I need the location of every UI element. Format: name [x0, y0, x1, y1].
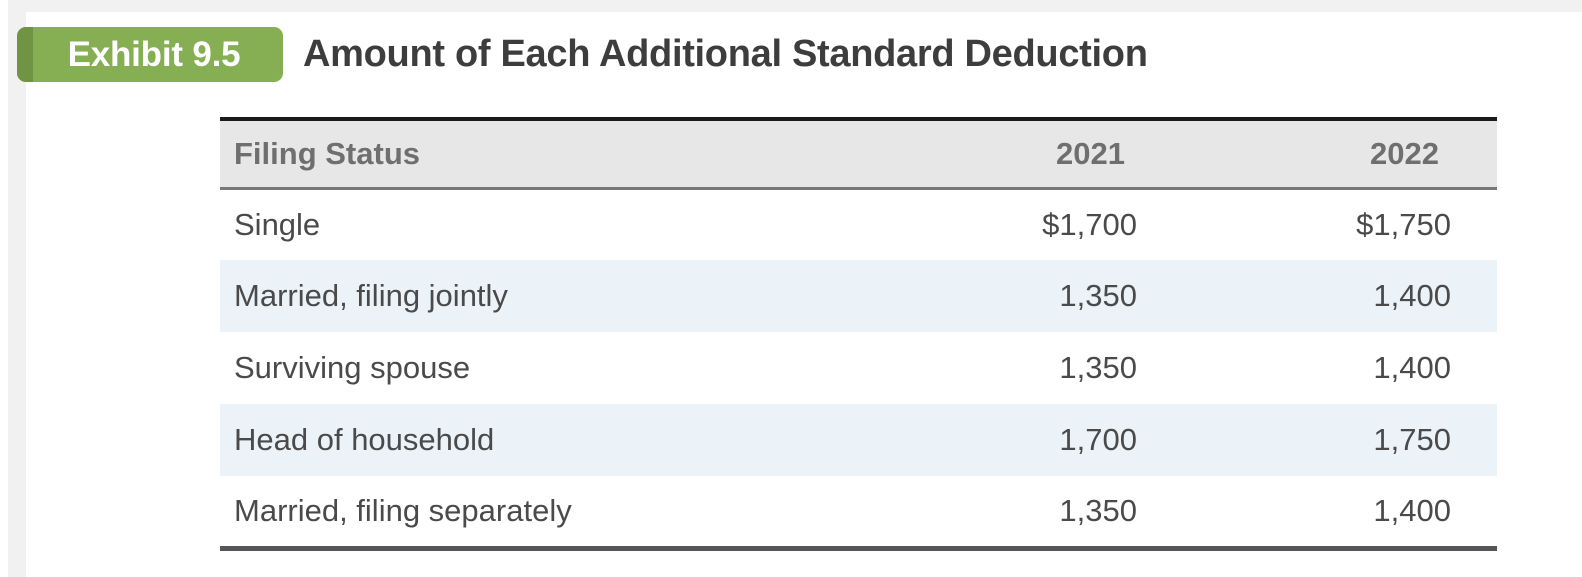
cell-2021-value: $1,700 — [1042, 206, 1137, 242]
cell-2021-value: 1,350 — [1059, 278, 1137, 313]
table-row: Head of household 1,700 1,750 — [220, 404, 1497, 476]
cell-2021-value: 1,700 — [1059, 422, 1137, 457]
cell-filing-status: Married, filing jointly — [234, 278, 508, 313]
cell-2022-value: 1,400 — [1373, 492, 1451, 528]
table-row: Married, filing separately 1,350 1,400 — [220, 476, 1497, 548]
standard-deduction-table: Filing Status 2021 2022 Single $1,700 $1… — [220, 117, 1497, 551]
exhibit-badge-label: Exhibit 9.5 — [67, 34, 241, 74]
exhibit-badge: Exhibit 9.5 — [17, 27, 283, 82]
cell-filing-status: Head of household — [234, 422, 495, 457]
cell-2021-value: 1,350 — [1059, 350, 1137, 385]
cell-2022-value: 1,750 — [1373, 422, 1451, 457]
page-edge-top — [8, 0, 1582, 12]
column-header-2021: 2021 — [840, 119, 1170, 190]
badge-fold-accent — [17, 27, 33, 82]
exhibit-title: Amount of Each Additional Standard Deduc… — [303, 33, 1148, 75]
page-edge-left — [8, 0, 26, 577]
cell-filing-status: Surviving spouse — [234, 350, 471, 385]
cell-2022-value: 1,400 — [1373, 278, 1451, 313]
cell-filing-status: Married, filing separately — [234, 492, 572, 528]
column-header-filing-status: Filing Status — [220, 119, 840, 190]
table-row: Married, filing jointly 1,350 1,400 — [220, 260, 1497, 332]
table-header-row: Filing Status 2021 2022 — [220, 119, 1497, 190]
table-row: Surviving spouse 1,350 1,400 — [220, 332, 1497, 404]
cell-2022-value: $1,750 — [1356, 206, 1451, 242]
column-header-2022: 2022 — [1170, 119, 1497, 190]
cell-filing-status: Single — [234, 206, 321, 242]
cell-2021-value: 1,350 — [1059, 492, 1137, 528]
table-row: Single $1,700 $1,750 — [220, 188, 1497, 260]
cell-2022-value: 1,400 — [1373, 350, 1451, 385]
